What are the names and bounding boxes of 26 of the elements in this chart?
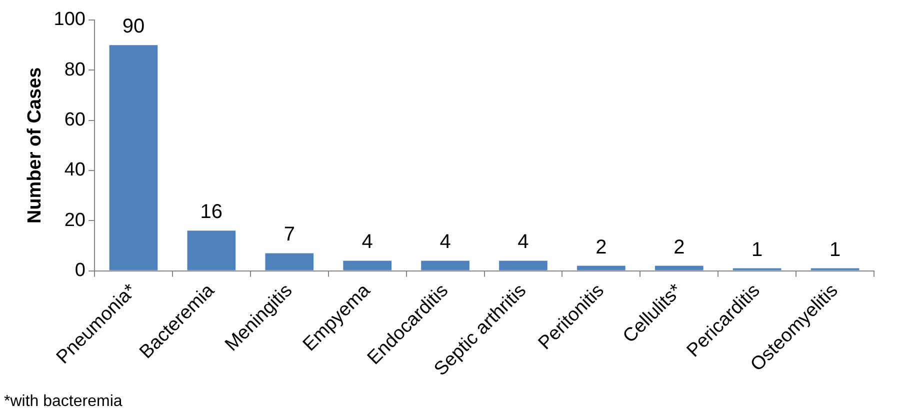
data-label: 16 bbox=[200, 201, 223, 224]
y-tick-label: 80 bbox=[64, 59, 86, 80]
data-label: 1 bbox=[829, 238, 841, 261]
y-tick-label: 100 bbox=[54, 9, 86, 30]
bar bbox=[421, 260, 470, 270]
bar bbox=[577, 266, 626, 270]
y-tick-label: 20 bbox=[64, 210, 86, 231]
bar bbox=[187, 230, 236, 270]
y-tick-label: 40 bbox=[64, 160, 86, 181]
data-label: 4 bbox=[518, 231, 529, 254]
data-label: 2 bbox=[674, 236, 685, 258]
data-label: 4 bbox=[440, 231, 451, 254]
bar bbox=[109, 45, 158, 270]
data-label: 7 bbox=[284, 224, 295, 246]
y-axis-title: Number of Cases bbox=[24, 67, 46, 224]
bar bbox=[499, 260, 548, 270]
y-tick-label: 0 bbox=[74, 260, 86, 281]
data-label: 2 bbox=[596, 236, 607, 258]
data-label: 1 bbox=[752, 238, 763, 261]
text: *with bacteremia bbox=[4, 393, 122, 410]
data-label: 90 bbox=[122, 16, 145, 38]
bar bbox=[654, 266, 704, 270]
data-label: 4 bbox=[362, 231, 373, 254]
bar bbox=[265, 253, 314, 270]
y-tick-label: 60 bbox=[64, 110, 86, 131]
bar bbox=[343, 260, 392, 270]
